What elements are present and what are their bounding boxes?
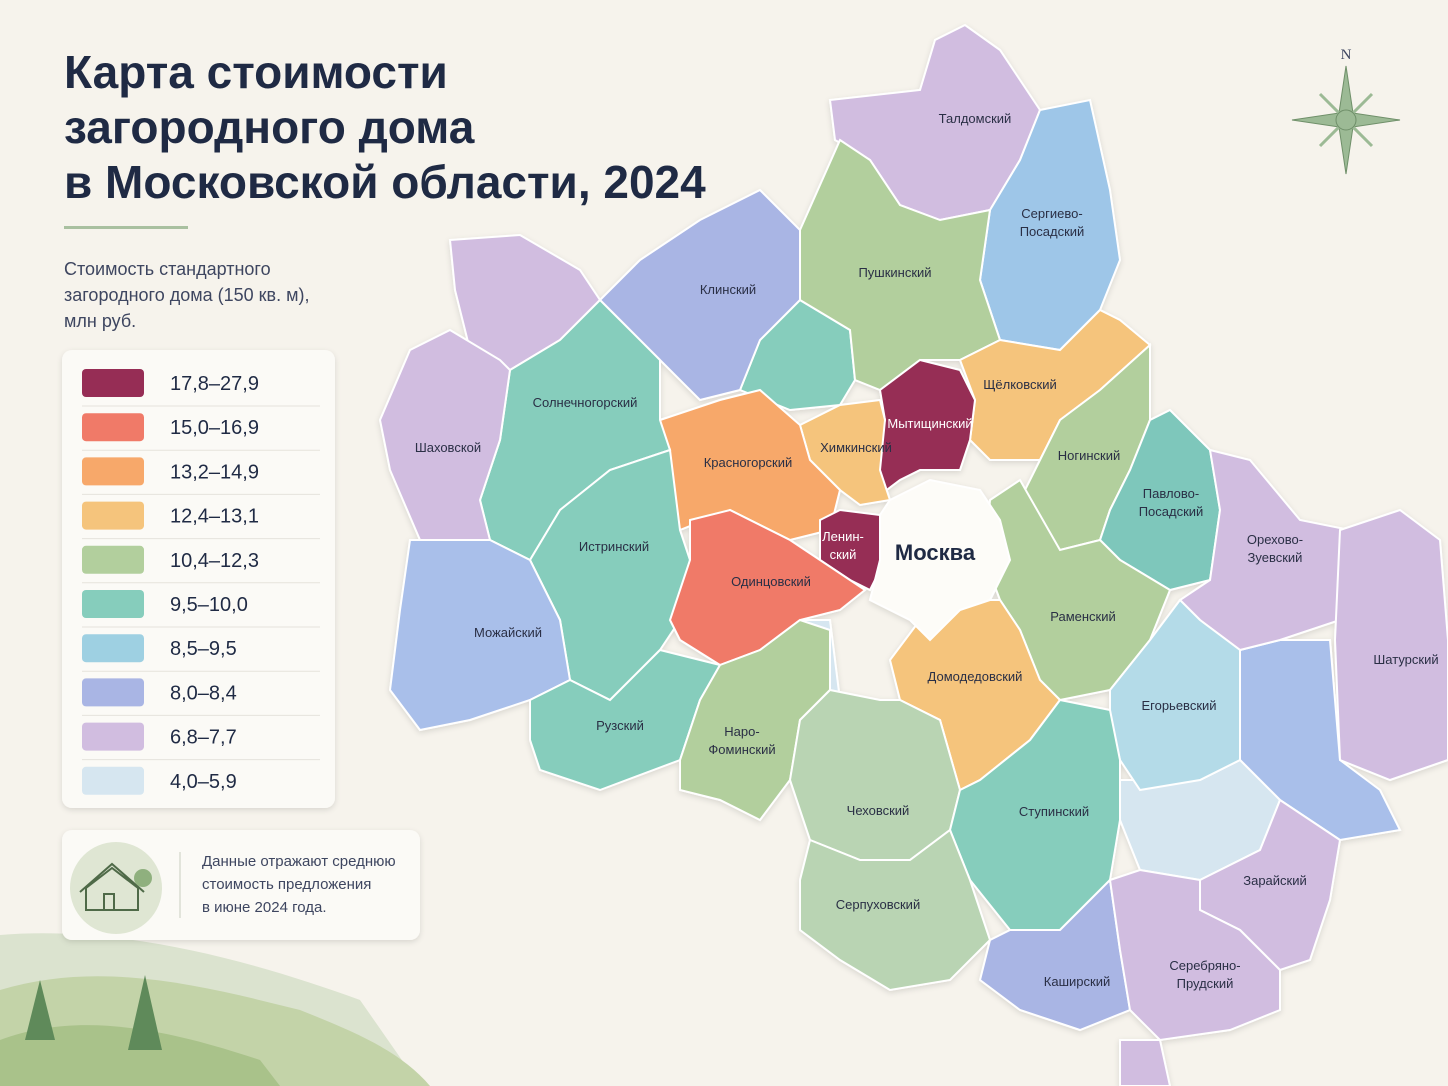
city-label: Москва <box>895 540 976 565</box>
region-label: Щёлковский <box>983 377 1057 392</box>
region <box>1178 448 1352 652</box>
region-label: Чеховский <box>847 803 910 818</box>
compass: N <box>1291 47 1401 175</box>
region-label: Пушкинский <box>858 265 931 280</box>
region-label: Красногорский <box>704 455 793 470</box>
legend-label: 13,2–14,9 <box>170 461 259 483</box>
region-label: Фоминский <box>708 742 775 757</box>
region <box>378 328 512 541</box>
subtitle-line: млн руб. <box>64 311 136 331</box>
legend-swatch <box>82 590 144 618</box>
region-label: Истринский <box>579 539 649 554</box>
legend-swatch <box>82 766 144 795</box>
legend-label: 10,4–12,3 <box>170 550 259 572</box>
region-label: Орехово- <box>1247 532 1303 547</box>
legend-label: 4,0–5,9 <box>170 771 237 793</box>
house-icon <box>70 842 162 934</box>
legend-swatch <box>82 722 144 751</box>
title-line: загородного дома <box>64 101 475 153</box>
region-label: Зуевский <box>1248 550 1303 565</box>
region-label: Ступинский <box>1019 804 1089 819</box>
region-labels: Талдомский Сергиево- Посадский Клинский Пушк… <box>415 111 1439 991</box>
legend-label: 15,0–16,9 <box>170 417 259 439</box>
region <box>799 828 992 992</box>
divider <box>64 226 188 229</box>
region-label: Каширский <box>1044 974 1110 989</box>
region <box>1119 1039 1172 1086</box>
region-label: Наро- <box>724 724 759 739</box>
legend-swatch <box>82 634 144 663</box>
region-label: Ногинский <box>1058 448 1121 463</box>
note-line: стоимость предложения <box>202 876 371 893</box>
region-label: Талдомский <box>939 111 1012 126</box>
region-label: Домодедовский <box>928 669 1023 684</box>
region-label: Раменский <box>1050 609 1116 624</box>
region-label: Сергиево- <box>1021 206 1082 221</box>
region-label: Посадский <box>1020 224 1085 239</box>
region-label: Клинский <box>700 282 756 297</box>
region-label: Рузский <box>596 718 644 733</box>
subtitle-line: загородного дома (150 кв. м), <box>64 285 309 305</box>
map <box>378 23 1448 1086</box>
region-label: Егорьевский <box>1141 698 1216 713</box>
note-line: в июне 2024 года. <box>202 899 327 916</box>
region-label: Мытищинский <box>887 416 972 431</box>
landscape <box>0 933 430 1086</box>
region-label: Серебряно- <box>1169 958 1240 973</box>
region <box>1108 868 1281 1042</box>
region-label: Посадский <box>1139 504 1204 519</box>
title-line: в Московской области, 2024 <box>64 156 706 208</box>
region-label: Солнечногорский <box>533 395 638 410</box>
legend: 17,8–27,9 15,0–16,9 13,2–14,9 12,4–13,1 10,4… <box>82 369 320 795</box>
title-line: Карта стоимости <box>64 46 448 98</box>
legend-label: 12,4–13,1 <box>170 506 259 528</box>
region-label: Химкинский <box>820 440 892 455</box>
region <box>668 508 867 667</box>
legend-swatch <box>82 678 144 707</box>
legend-swatch <box>82 413 144 442</box>
region-label: Шаховской <box>415 440 481 455</box>
region-label: Можайский <box>474 625 542 640</box>
region <box>1333 508 1448 782</box>
note-line: Данные отражают среднюю <box>202 853 396 870</box>
legend-label: 8,5–9,5 <box>170 638 237 660</box>
legend-swatch <box>82 545 144 574</box>
region-label: Прудский <box>1177 976 1234 991</box>
legend-label: 6,8–7,7 <box>170 727 237 749</box>
city-area <box>868 478 1012 642</box>
legend-label: 17,8–27,9 <box>170 373 259 395</box>
legend-swatch <box>82 369 144 397</box>
region-label: ский <box>830 547 857 562</box>
legend-swatch <box>82 457 144 486</box>
compass-north: N <box>1341 47 1352 63</box>
region-label: Шатурский <box>1373 652 1438 667</box>
legend-label: 9,5–10,0 <box>170 594 248 616</box>
region-label: Ленин- <box>822 529 864 544</box>
region-label: Серпуховский <box>836 897 920 912</box>
header: Карта стоимости загородного дома в Моско… <box>64 46 706 331</box>
region-label: Зарайский <box>1243 873 1307 888</box>
legend-label: 8,0–8,4 <box>170 682 237 704</box>
region-label: Одинцовский <box>731 574 811 589</box>
legend-swatch <box>82 501 144 530</box>
region-label: Павлово- <box>1143 486 1199 501</box>
subtitle-line: Стоимость стандартного <box>64 259 271 279</box>
